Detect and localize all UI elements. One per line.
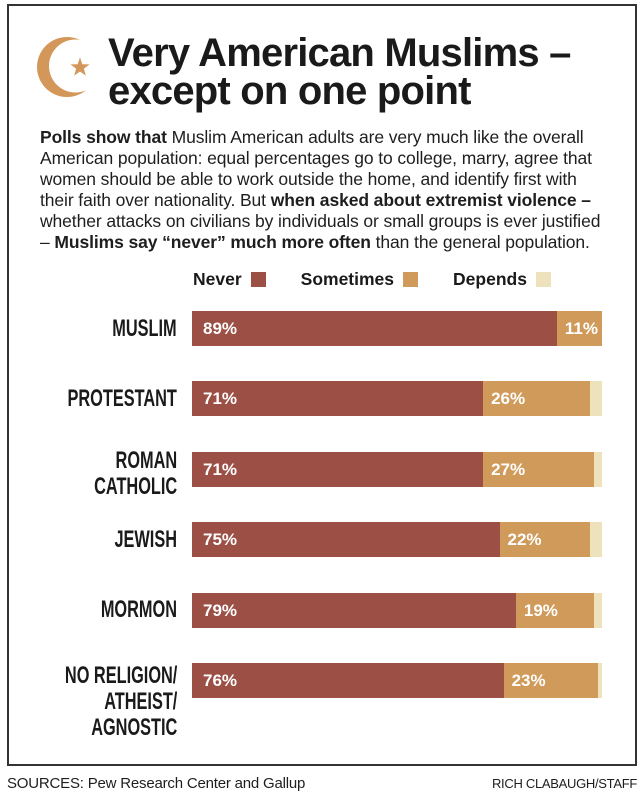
title-line: Very American Muslims –	[108, 31, 571, 75]
data-label: 79%	[203, 600, 238, 620]
data-label: 11%	[564, 319, 598, 338]
intro-text: whether attacks on civilians by individu…	[40, 210, 601, 231]
data-label: 26%	[491, 389, 526, 409]
data-label: 71%	[203, 459, 238, 479]
bar-segment-sometimes	[515, 592, 594, 628]
intro-line: women should be able to work outside the…	[40, 169, 600, 190]
category-label-line: CATHOLIC	[93, 472, 177, 500]
bar-segment-sometimes	[556, 311, 602, 346]
title-line: except on one point	[108, 69, 471, 113]
source-note: SOURCES: Pew Research Center and Gallup	[7, 775, 306, 792]
category-label: ROMAN CATHOLIC	[93, 446, 177, 500]
data-label: 89%	[203, 319, 238, 338]
data-label: 71%	[203, 389, 238, 409]
credit-line: RICH CLABAUGH/STAFF	[491, 775, 637, 791]
category-label-line: ROMAN	[115, 446, 177, 474]
data-label: 75%	[203, 530, 238, 550]
intro-line: American population: equal percentages g…	[40, 148, 600, 169]
intro-line: Polls show that Muslim American adults a…	[40, 127, 600, 148]
legend-label: Depends	[453, 269, 527, 289]
legend-swatch	[250, 271, 266, 287]
legend-swatch	[535, 271, 551, 287]
bar-segment-depends	[589, 522, 602, 558]
category-label-line: AGNOSTIC	[90, 714, 177, 741]
intro-bold-text: Muslims say “never” much more often	[54, 231, 371, 252]
category-label-line: JEWISH	[114, 525, 177, 553]
bar-segment-depends	[589, 381, 602, 417]
category-label-line: NO RELIGION/	[64, 662, 177, 689]
bar-segment-never	[192, 663, 504, 698]
data-label: 22%	[507, 530, 542, 550]
intro-text: American population: equal percentages g…	[40, 147, 592, 168]
bar-segment-depends	[597, 663, 602, 698]
legend-swatch	[403, 271, 419, 287]
intro-bold-text: when asked about extremist violence –	[270, 189, 591, 210]
intro-bold-text: Polls show that	[40, 126, 167, 147]
data-label: 19%	[523, 600, 558, 620]
crescent-star-icon	[37, 37, 100, 97]
intro-line: their faith over nationality. But when a…	[40, 190, 600, 211]
legend-label: Never	[193, 269, 242, 289]
category-label-line: MUSLIM	[112, 314, 177, 342]
graphic-frame	[7, 4, 637, 766]
bar-segment-never	[192, 522, 500, 558]
legend-item-depends: Depends	[453, 269, 551, 289]
category-label: JEWISH	[114, 525, 177, 553]
intro-text: than the general population.	[370, 231, 590, 252]
bar-segment-never	[192, 311, 557, 346]
bar-segment-sometimes	[499, 522, 590, 558]
category-label-line: PROTESTANT	[67, 384, 177, 412]
bar-segment-depends	[593, 592, 602, 628]
intro-line: – Muslims say “never” much more often th…	[40, 232, 600, 253]
data-label: 23%	[511, 671, 546, 690]
legend-label: Sometimes	[300, 269, 395, 289]
legend-item-sometimes: Sometimes	[300, 269, 419, 289]
bar-segment-never	[192, 451, 484, 487]
bar-segment-sometimes	[483, 381, 590, 417]
bar-segment-never	[192, 592, 516, 628]
chart-legend: Never Sometimes Depends	[193, 269, 551, 289]
category-label: NO RELIGION/ATHEIST/AGNOSTIC	[65, 663, 177, 741]
intro-paragraph: Polls show that Muslim American adults a…	[40, 127, 600, 253]
intro-text: –	[40, 231, 55, 252]
legend-item-never: Never	[193, 269, 266, 289]
intro-text: women should be able to work outside the…	[40, 168, 577, 189]
data-label: 76%	[203, 671, 238, 690]
data-label: 27%	[491, 459, 526, 479]
category-label: MUSLIM	[112, 314, 177, 342]
bar-segment-depends	[593, 451, 602, 487]
intro-line: whether attacks on civilians by individu…	[40, 211, 600, 232]
category-label-line: ATHEIST/	[103, 688, 177, 715]
intro-text: their faith over nationality. But	[40, 189, 271, 210]
category-label: PROTESTANT	[67, 384, 177, 412]
intro-text: Muslim American adults are very much lik…	[166, 126, 584, 147]
bar-segment-sometimes	[483, 451, 594, 487]
page-title: Very American Muslims – except on one po…	[108, 31, 571, 113]
category-label: MORMON	[101, 597, 177, 623]
bar-segment-sometimes	[503, 663, 598, 698]
category-label-line: MORMON	[100, 596, 177, 624]
bar-segment-never	[192, 381, 484, 417]
